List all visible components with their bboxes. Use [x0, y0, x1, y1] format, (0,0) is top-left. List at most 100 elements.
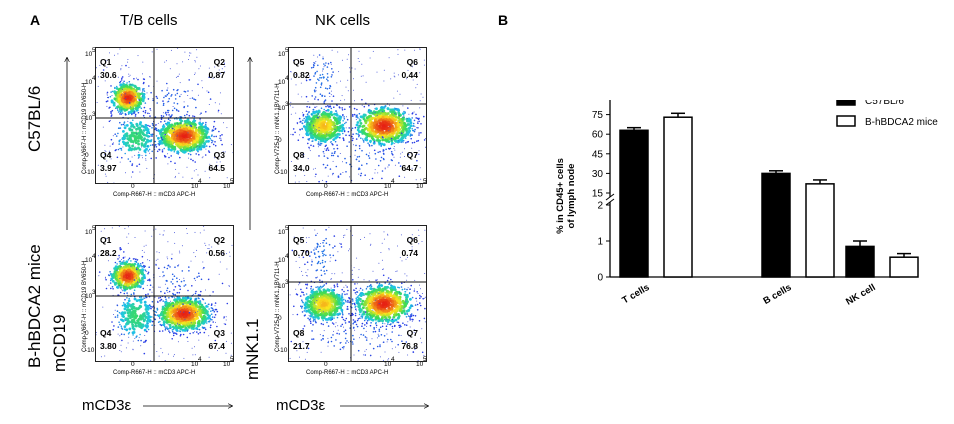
density-point: [338, 133, 341, 136]
noise-point: [204, 242, 206, 244]
noise-point: [419, 100, 421, 102]
density-point: [120, 147, 123, 150]
density-point: [412, 122, 415, 125]
flow-y-tick-exp: 4: [285, 75, 289, 82]
density-point: [166, 315, 169, 319]
density-point: [375, 158, 377, 160]
noise-point: [221, 68, 223, 70]
density-point: [187, 325, 191, 329]
density-point: [183, 114, 186, 117]
density-point: [336, 147, 339, 150]
noise-point: [177, 323, 179, 325]
density-point: [209, 326, 212, 329]
density-point: [168, 156, 170, 159]
density-point: [124, 281, 128, 284]
noise-point: [340, 99, 342, 101]
noise-point: [393, 75, 395, 77]
noise-point: [130, 84, 132, 85]
flow-y-tick-exp: 5: [285, 47, 289, 54]
noise-point: [313, 62, 314, 64]
density-point: [297, 139, 300, 141]
density-point: [124, 317, 128, 321]
density-point: [358, 147, 361, 150]
quadrant-label: Q1 30.6: [100, 58, 117, 80]
quadrant-percent: 67.4: [208, 341, 225, 351]
density-point: [375, 139, 379, 142]
density-point: [125, 264, 128, 268]
noise-point: [104, 150, 106, 152]
density-point: [127, 279, 131, 283]
density-point: [183, 299, 186, 303]
noise-point: [136, 258, 138, 260]
noise-point: [100, 343, 102, 345]
density-point: [179, 327, 183, 331]
density-point: [125, 279, 128, 282]
noise-point: [315, 90, 317, 92]
density-point: [365, 138, 369, 142]
density-point: [145, 147, 148, 151]
density-point: [345, 134, 347, 136]
density-point: [186, 113, 188, 116]
noise-point: [341, 95, 343, 97]
density-point: [137, 134, 141, 138]
density-point: [143, 352, 146, 355]
density-point: [301, 128, 303, 130]
noise-point: [314, 167, 316, 169]
density-point: [203, 326, 205, 329]
density-point: [162, 104, 165, 106]
density-point: [188, 149, 192, 153]
noise-point: [145, 158, 147, 160]
density-point: [390, 139, 394, 143]
quadrant-name: Q3: [213, 328, 225, 338]
density-point: [166, 312, 170, 316]
noise-point: [219, 261, 221, 263]
density-point: [154, 314, 156, 316]
noise-point: [128, 66, 130, 68]
density-point: [371, 128, 374, 131]
density-point: [394, 128, 398, 131]
density-point: [117, 272, 120, 276]
density-point: [135, 147, 138, 151]
density-point: [139, 128, 143, 132]
noise-point: [290, 161, 292, 162]
density-point: [117, 258, 119, 260]
density-point: [171, 144, 174, 148]
density-point: [195, 106, 197, 109]
density-point: [367, 155, 370, 157]
noise-point: [196, 56, 198, 58]
density-point: [119, 121, 121, 124]
noise-point: [197, 174, 199, 176]
density-point: [358, 145, 361, 147]
density-point: [204, 125, 207, 128]
density-point: [123, 333, 125, 336]
density-point: [143, 144, 147, 148]
noise-point: [155, 228, 157, 230]
density-point: [364, 174, 366, 176]
density-point: [137, 264, 141, 268]
density-point: [319, 142, 322, 145]
density-point: [117, 294, 119, 296]
noise-point: [149, 76, 151, 78]
density-point: [161, 317, 164, 321]
density-point: [167, 304, 171, 307]
density-point: [131, 302, 135, 306]
density-point: [179, 143, 183, 146]
noise-point: [218, 273, 220, 275]
density-point: [197, 333, 200, 335]
density-point: [407, 123, 411, 126]
density-point: [137, 142, 140, 146]
density-point: [384, 135, 388, 139]
density-point: [155, 311, 158, 314]
noise-point: [175, 175, 176, 177]
density-point: [391, 131, 394, 135]
density-point: [139, 314, 143, 317]
density-point: [128, 94, 132, 98]
density-point: [120, 149, 123, 151]
density-point: [404, 112, 406, 114]
noise-point: [145, 159, 147, 161]
density-point: [120, 85, 124, 89]
density-point: [134, 113, 137, 116]
flow-y-tick: 10: [85, 79, 93, 86]
density-point: [336, 135, 339, 139]
density-point: [176, 152, 178, 154]
